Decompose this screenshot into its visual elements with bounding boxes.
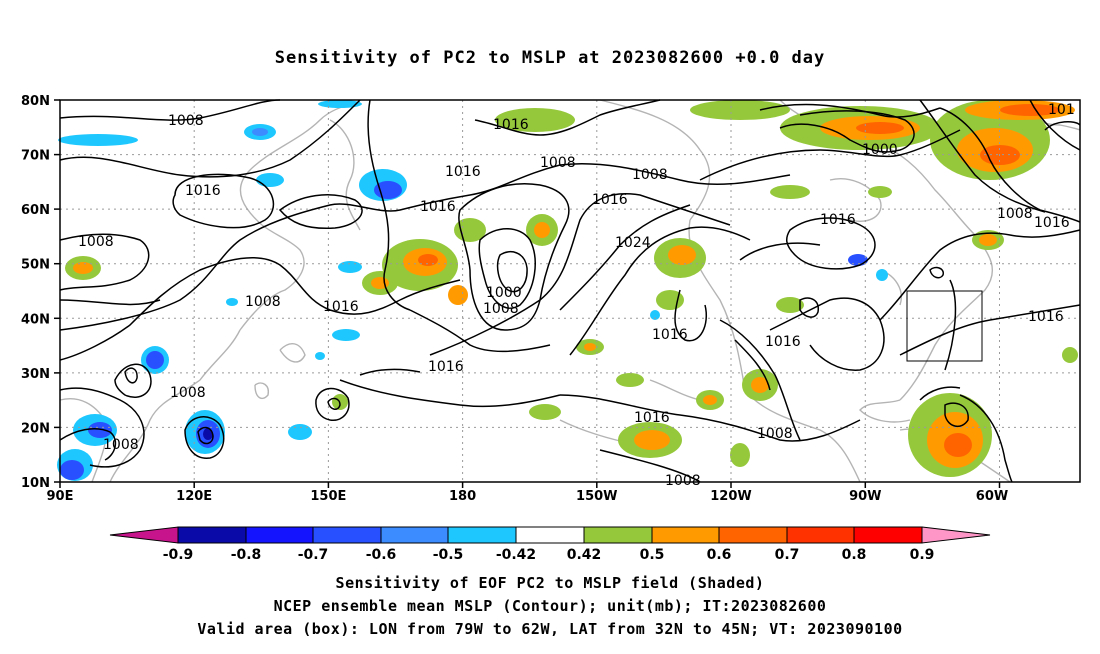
colorbar-bin	[447, 526, 517, 544]
contour-label: 1016	[1028, 309, 1064, 325]
colorbar-label: 0.7	[775, 547, 800, 563]
contour-label: 1000	[862, 142, 898, 158]
valid-area-box	[906, 290, 983, 362]
lon-tick-label: 90W	[849, 489, 881, 504]
contour-label: 1008	[168, 113, 204, 129]
contour-label: 1016	[493, 117, 529, 133]
colorbar-label: -0.6	[366, 547, 397, 563]
colorbar-bin	[651, 526, 720, 544]
colorbar-bin	[245, 526, 314, 544]
lat-tick-label: 50N	[21, 258, 50, 273]
colorbar-bin	[583, 526, 653, 544]
shading-negative	[57, 100, 888, 481]
lon-tick-label: 120E	[176, 489, 212, 504]
tick-marks	[54, 99, 1001, 488]
contour-label: 1016	[445, 164, 481, 180]
colorbar-label: 0.5	[640, 547, 665, 563]
colorbar-label: 0.6	[707, 547, 732, 563]
shading-positive	[65, 100, 1078, 477]
contour-label: 1016	[420, 199, 456, 215]
contour-label: 1008	[997, 206, 1033, 222]
lat-tick-label: 20N	[21, 421, 50, 436]
colorbar-bin	[718, 526, 788, 544]
colorbar-labels: -0.9 -0.8 -0.7 -0.6 -0.5 -0.42 0.42 0.5 …	[163, 547, 935, 563]
contour-label: 1016	[185, 183, 221, 199]
contour-label: 1016	[765, 334, 801, 350]
contour-label: 1008	[103, 437, 139, 453]
lat-tick-labels: 80N 70N 60N 50N 40N 30N 20N 10N	[21, 94, 50, 491]
colorbar-label: 0.42	[567, 547, 602, 563]
contour-label: 1008	[665, 473, 701, 489]
contour-label: 1008	[78, 234, 114, 250]
contour-label: 101	[1048, 102, 1075, 118]
contour-label: 1000	[486, 285, 522, 301]
contour-label: 1008	[170, 385, 206, 401]
contour-label: 1016	[428, 359, 464, 375]
lon-tick-label: 150E	[310, 489, 346, 504]
colorbar-bin	[786, 526, 855, 544]
colorbar-bin	[177, 526, 247, 544]
contour-label: 1016	[820, 212, 856, 228]
colorbar-bin	[312, 526, 382, 544]
caption-contour: NCEP ensemble mean MSLP (Contour); unit(…	[273, 597, 827, 615]
colorbar-end-high	[921, 526, 991, 544]
colorbar-label: -0.9	[163, 547, 194, 563]
contour-label: 1008	[632, 167, 668, 183]
contour-label: 1016	[1034, 215, 1070, 231]
contour-label: 1008	[757, 426, 793, 442]
lat-tick-label: 10N	[21, 476, 50, 491]
map-frame	[59, 99, 1081, 483]
colorbar-bin	[380, 526, 449, 544]
colorbar-label: -0.5	[433, 547, 464, 563]
lon-tick-label: 90E	[47, 489, 74, 504]
contour-label: 1008	[483, 301, 519, 317]
lon-tick-label: 150W	[576, 489, 617, 504]
lat-tick-label: 70N	[21, 149, 50, 164]
colorbar-end-low	[109, 526, 179, 544]
contour-label: 1016	[592, 192, 628, 208]
contour-label: 1008	[245, 294, 281, 310]
contour-label: 1008	[540, 155, 576, 171]
lat-tick-label: 60N	[21, 203, 50, 218]
colorbar-label: -0.7	[298, 547, 329, 563]
colorbar-label: -0.8	[231, 547, 262, 563]
colorbar-label: 0.9	[910, 547, 935, 563]
contour-labels: 1008 1016 1008 1016 1016 1016 1008 1008 …	[78, 102, 1075, 489]
colorbar-label: -0.42	[496, 547, 536, 563]
contour-label: 1024	[615, 235, 651, 251]
lon-tick-label: 60W	[976, 489, 1008, 504]
colorbar-bin	[853, 526, 923, 544]
caption-valid-area: Valid area (box): LON from 79W to 62W, L…	[197, 620, 903, 638]
lat-tick-label: 40N	[21, 312, 50, 327]
contour-label: 1016	[634, 410, 670, 426]
colorbar	[109, 526, 991, 544]
lon-tick-label: 120W	[710, 489, 751, 504]
colorbar-label: 0.8	[842, 547, 867, 563]
map-title: Sensitivity of PC2 to MSLP at 2023082600…	[274, 48, 826, 68]
lat-tick-label: 30N	[21, 367, 50, 382]
lon-tick-label: 180	[449, 489, 476, 504]
colorbar-bin	[515, 526, 585, 544]
contour-label: 1016	[652, 327, 688, 343]
mslp-contours	[59, 99, 1081, 483]
lon-tick-labels: 90E 120E 150E 180 150W 120W 90W 60W	[47, 489, 1009, 504]
lat-tick-label: 80N	[21, 94, 50, 109]
contour-label: 1016	[323, 299, 359, 315]
caption-shaded: Sensitivity of EOF PC2 to MSLP field (Sh…	[335, 574, 765, 592]
